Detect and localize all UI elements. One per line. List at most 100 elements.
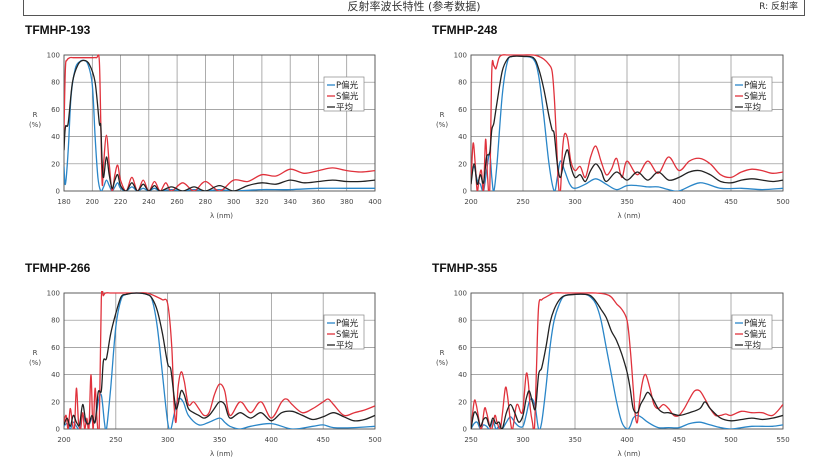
series-s-line <box>64 54 375 191</box>
legend-label-avg: 平均 <box>336 102 353 113</box>
x-tick-label: 500 <box>368 436 381 444</box>
x-tick-label: 350 <box>568 436 581 444</box>
y-axis-unit: (%) <box>29 359 41 367</box>
x-tick-label: 280 <box>199 198 212 206</box>
x-tick-label: 380 <box>340 198 353 206</box>
legend-label-p: P偏光 <box>744 80 767 91</box>
y-tick-label: 40 <box>458 371 467 379</box>
y-tick-label: 80 <box>458 317 467 325</box>
x-tick-label: 300 <box>568 198 581 206</box>
x-tick-label: 200 <box>57 436 70 444</box>
series-s-line <box>471 54 783 191</box>
y-axis-label: R <box>440 349 445 357</box>
chart-title-266: TFMHP-266 <box>25 261 91 275</box>
x-tick-label: 250 <box>464 436 477 444</box>
x-tick-label: 220 <box>114 198 127 206</box>
plot-frame <box>63 292 376 430</box>
x-tick-label: 320 <box>255 198 268 206</box>
y-tick-label: 0 <box>56 426 60 434</box>
y-tick-label: 60 <box>51 344 60 352</box>
chart-355: 250 300 350 400 450 500 550 0 20 40 60 80 100 R (%) λ (… <box>436 290 790 459</box>
x-tick-label: 340 <box>283 198 296 206</box>
y-tick-label: 100 <box>47 52 60 60</box>
series-avg-line <box>64 59 375 191</box>
legend-box <box>731 314 773 350</box>
legend-box <box>323 314 365 350</box>
x-axis-label: λ (nm) <box>210 212 233 220</box>
x-axis-label: λ (nm) <box>617 212 640 220</box>
legend-label-p: P偏光 <box>336 80 359 91</box>
x-tick-label: 350 <box>213 436 226 444</box>
x-axis-label: λ (nm) <box>210 450 233 458</box>
legend-label-avg: 平均 <box>744 102 761 113</box>
chart-248: 200 250 300 350 400 450 500 0 20 40 60 80 100 R (%) λ (… <box>436 52 790 221</box>
legend-label-p: P偏光 <box>336 318 359 329</box>
legend-label-s: S偏光 <box>336 91 359 102</box>
y-axis-label: R <box>33 111 38 119</box>
legend-box <box>731 76 773 112</box>
legend-box <box>323 76 365 112</box>
x-tick-label: 200 <box>86 198 99 206</box>
y-axis-unit: (%) <box>436 121 448 129</box>
y-tick-label: 0 <box>56 188 60 196</box>
x-tick-label: 500 <box>724 436 737 444</box>
x-tick-label: 400 <box>368 198 381 206</box>
legend-label-p: P偏光 <box>744 318 767 329</box>
x-tick-label: 350 <box>620 198 633 206</box>
y-axis-unit: (%) <box>436 359 448 367</box>
series-avg-line <box>471 55 783 185</box>
y-tick-label: 60 <box>458 106 467 114</box>
x-tick-label: 550 <box>776 436 789 444</box>
y-tick-label: 60 <box>458 344 467 352</box>
y-tick-label: 20 <box>458 398 467 406</box>
legend-label-s: S偏光 <box>744 329 767 340</box>
x-axis-label: λ (nm) <box>617 450 640 458</box>
series-s-line <box>64 291 375 429</box>
y-axis-label: R <box>33 349 38 357</box>
y-tick-label: 40 <box>458 133 467 141</box>
x-tick-label: 300 <box>227 198 240 206</box>
chart-266: 200 250 300 350 400 450 500 0 20 40 60 80 100 R (%) λ (… <box>29 290 382 459</box>
x-tick-label: 450 <box>316 436 329 444</box>
y-tick-label: 80 <box>51 317 60 325</box>
y-tick-label: 40 <box>51 133 60 141</box>
y-tick-label: 20 <box>458 160 467 168</box>
x-tick-label: 400 <box>672 198 685 206</box>
x-tick-label: 240 <box>142 198 155 206</box>
x-tick-label: 400 <box>620 436 633 444</box>
plot-frame <box>470 54 784 192</box>
page-header: 反射率波长特性 (参考数据) R: 反射率 <box>23 0 805 16</box>
x-tick-label: 450 <box>724 198 737 206</box>
x-tick-label: 300 <box>516 436 529 444</box>
x-tick-label: 200 <box>464 198 477 206</box>
y-tick-label: 100 <box>454 52 467 60</box>
y-tick-label: 40 <box>51 371 60 379</box>
x-tick-label: 250 <box>109 436 122 444</box>
y-tick-label: 20 <box>51 160 60 168</box>
y-tick-label: 80 <box>458 79 467 87</box>
series-avg-line <box>64 292 375 427</box>
legend-label-s: S偏光 <box>336 329 359 340</box>
legend-label-s: S偏光 <box>744 91 767 102</box>
y-tick-label: 20 <box>51 398 60 406</box>
y-tick-label: 60 <box>51 106 60 114</box>
x-tick-label: 360 <box>312 198 325 206</box>
header-title: 反射率波长特性 (参考数据) <box>347 0 481 13</box>
y-tick-label: 100 <box>47 290 60 298</box>
y-axis-unit: (%) <box>29 121 41 129</box>
x-tick-label: 300 <box>161 436 174 444</box>
x-tick-label: 450 <box>672 436 685 444</box>
x-tick-label: 250 <box>516 198 529 206</box>
x-tick-label: 400 <box>265 436 278 444</box>
chart-title-193: TFMHP-193 <box>25 23 91 37</box>
y-tick-label: 80 <box>51 79 60 87</box>
x-tick-label: 500 <box>776 198 789 206</box>
legend-label-avg: 平均 <box>336 340 353 351</box>
chart-title-248: TFMHP-248 <box>432 23 498 37</box>
series-avg-line <box>471 293 783 429</box>
chart-title-355: TFMHP-355 <box>432 261 498 275</box>
y-tick-label: 0 <box>463 426 467 434</box>
y-axis-label: R <box>440 111 445 119</box>
y-tick-label: 0 <box>463 188 467 196</box>
